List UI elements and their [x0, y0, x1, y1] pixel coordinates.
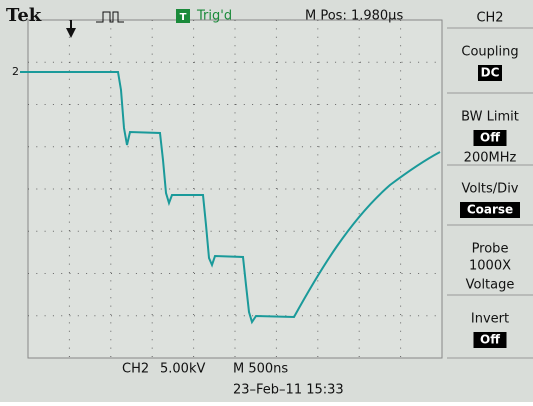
menu-label: Invert — [471, 312, 509, 327]
menu-label: BW Limit — [461, 110, 519, 125]
brand: Tek — [6, 5, 42, 26]
trigger-status: Trig'd — [196, 9, 232, 24]
menu-value: Coarse — [467, 203, 513, 217]
menu-title: CH2 — [476, 11, 503, 26]
menu-label: Probe — [472, 242, 509, 257]
channel-marker: 2 — [12, 65, 19, 78]
trigger-icon: T — [180, 12, 187, 23]
footer-channel: CH2 — [122, 362, 149, 377]
menu-value: DC — [481, 66, 500, 80]
footer-scale: 5.00kV — [160, 362, 205, 377]
page: {"header": {"brand": "Tek", "trigger_ico… — [0, 0, 533, 402]
menu-label: Coupling — [461, 45, 518, 60]
footer-datetime: 23–Feb–11 15:33 — [233, 383, 344, 398]
menu-note: 200MHz — [464, 151, 517, 166]
menu-line: Voltage — [466, 278, 515, 293]
scope-screen: Tek T Trig'd M Pos: 1.980µs 2 CH2 Coupli… — [0, 0, 533, 402]
position: M Pos: 1.980µs — [305, 9, 403, 24]
menu-label: Volts/Div — [461, 182, 518, 197]
menu-value: Off — [480, 131, 500, 145]
menu-line: 1000X — [469, 259, 511, 274]
menu-value: Off — [480, 333, 500, 347]
footer-timebase: M 500ns — [233, 362, 288, 377]
